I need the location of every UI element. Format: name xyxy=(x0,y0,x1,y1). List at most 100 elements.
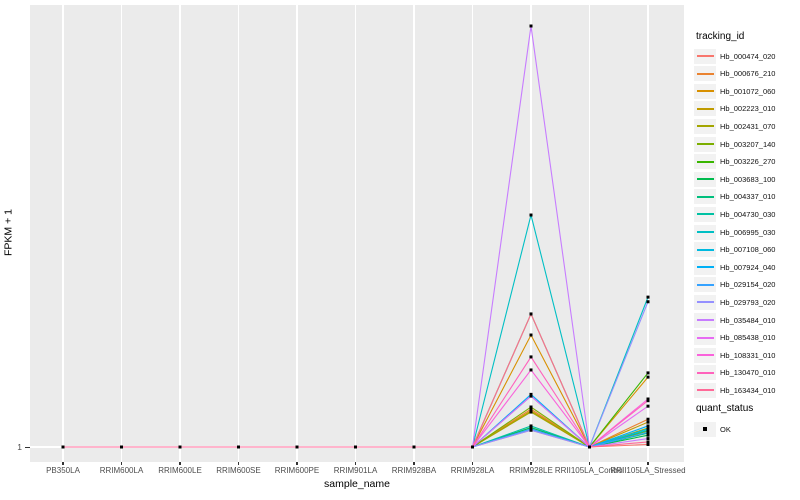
legend-line-swatch xyxy=(696,160,714,163)
data-point xyxy=(529,428,533,432)
legend-line-swatch xyxy=(696,336,714,339)
data-point xyxy=(646,437,650,441)
data-point xyxy=(529,368,533,372)
legend-item-label: Hb_108331_010 xyxy=(720,350,776,360)
legend-key-box xyxy=(694,136,716,152)
legend-item-label: Hb_007108_060 xyxy=(720,245,776,255)
x-axis-tick-mark xyxy=(588,462,591,465)
data-point xyxy=(646,442,650,446)
vertical-gridline xyxy=(120,5,123,462)
legend-line-swatch xyxy=(696,90,714,93)
legend-item-label: Hb_003683_100 xyxy=(720,174,776,184)
legend-key-box xyxy=(694,224,716,240)
series-line-Hb_001072_060 xyxy=(63,333,649,448)
legend-item-Hb_085438_010: Hb_085438_010 xyxy=(694,330,775,346)
legend-item-Hb_004337_010: Hb_004337_010 xyxy=(694,189,775,205)
legend-item-Hb_002223_010: Hb_002223_010 xyxy=(694,101,775,117)
data-point xyxy=(529,24,533,28)
vertical-gridline xyxy=(354,5,357,462)
legend-line-swatch xyxy=(696,143,714,145)
vertical-gridline xyxy=(588,5,591,462)
data-point xyxy=(646,295,650,299)
data-point xyxy=(61,445,65,449)
series-line-Hb_000676_210 xyxy=(63,408,649,448)
legend-line-swatch xyxy=(696,283,714,286)
data-point xyxy=(646,427,650,431)
x-axis-tick-label: RRIM928BA xyxy=(391,466,437,475)
series-line-Hb_006995_030 xyxy=(63,214,649,449)
x-axis-tick-label: RRIM600SE xyxy=(216,466,261,475)
series-line-Hb_003683_100 xyxy=(63,427,649,448)
legend-line-swatch xyxy=(696,248,714,251)
x-axis-tick-label: PB350LA xyxy=(46,466,80,475)
y-axis-tick-mark xyxy=(25,446,30,448)
legend-item-label: OK xyxy=(720,424,731,434)
data-point xyxy=(646,424,650,428)
legend-line-swatch xyxy=(696,231,714,233)
series-line-Hb_130470_010 xyxy=(63,355,649,448)
data-point xyxy=(529,333,533,337)
legend-key-box xyxy=(694,365,716,381)
legend-item-Hb_001072_060: Hb_001072_060 xyxy=(694,83,775,99)
vertical-gridline xyxy=(62,5,64,462)
square-point-icon xyxy=(702,426,708,432)
legend-item-Hb_000474_020: Hb_000474_020 xyxy=(694,48,775,64)
legend-item-Hb_006995_030: Hb_006995_030 xyxy=(694,224,775,240)
data-point xyxy=(529,312,533,316)
legend-item-label: Hb_007924_040 xyxy=(720,262,776,272)
legend-item-label: Hb_003226_270 xyxy=(720,157,776,167)
legend-key-box xyxy=(694,312,716,328)
legend-item-label: Hb_035484_010 xyxy=(720,315,776,325)
legend-line-swatch xyxy=(696,178,714,181)
data-point xyxy=(646,375,650,379)
plot-panel xyxy=(30,5,684,462)
legend-item-Hb_029793_020: Hb_029793_020 xyxy=(694,294,775,310)
x-axis-tick-label: RRIM600LA xyxy=(99,466,144,475)
legend-key-box xyxy=(694,294,716,310)
legend-item-label: Hb_004337_010 xyxy=(720,192,776,202)
legend-item-label: Hb_006995_030 xyxy=(720,227,776,237)
series-line-Hb_029793_020 xyxy=(63,301,649,448)
legend-item-Hb_163434_010: Hb_163434_010 xyxy=(694,382,775,398)
legend-line-swatch xyxy=(696,72,714,75)
data-point xyxy=(588,445,591,449)
series-line-Hb_029154_020 xyxy=(63,428,649,448)
legend-item-Hb_035484_010: Hb_035484_010 xyxy=(694,312,775,328)
vertical-gridline xyxy=(296,5,298,462)
data-point xyxy=(646,417,650,421)
legend-line-swatch xyxy=(696,319,714,321)
series-line-Hb_002431_070 xyxy=(63,411,649,448)
x-axis-tick-mark xyxy=(354,462,357,465)
legend-item-Hb_003226_270: Hb_003226_270 xyxy=(694,154,775,170)
data-point xyxy=(529,407,533,411)
legend-item-label: Hb_029793_020 xyxy=(720,297,776,307)
legend-item-Hb_029154_020: Hb_029154_020 xyxy=(694,277,775,293)
x-axis-tick-mark xyxy=(530,462,532,465)
legend-item-label: Hb_029154_020 xyxy=(720,280,776,290)
legend-key-box xyxy=(694,242,716,258)
x-axis-tick-mark xyxy=(237,462,240,465)
legend-key-box xyxy=(694,66,716,82)
legend-line-swatch xyxy=(696,301,714,304)
x-axis-tick-mark xyxy=(120,462,123,465)
x-axis-tick-label: RRIM928LA xyxy=(450,466,495,475)
data-point xyxy=(646,300,650,304)
legend-item-Hb_007108_060: Hb_007108_060 xyxy=(694,242,775,258)
data-point xyxy=(646,397,650,401)
vertical-gridline xyxy=(471,5,474,462)
legend-title-quant-status: quant_status xyxy=(696,403,754,414)
legend-key-box xyxy=(694,171,716,187)
legend-key-box xyxy=(694,382,716,398)
data-point xyxy=(646,420,650,424)
legend-key-box xyxy=(694,118,716,134)
legend-item-label: Hb_002431_070 xyxy=(720,121,776,131)
legend-item-label: Hb_000474_020 xyxy=(720,51,776,61)
legend-key-box xyxy=(694,421,716,437)
legend-item-Hb_130470_010: Hb_130470_010 xyxy=(694,365,775,381)
data-point xyxy=(354,445,357,449)
legend-key-box xyxy=(694,189,716,205)
legend-item-label: Hb_163434_010 xyxy=(720,385,776,395)
legend-item-label: Hb_000676_210 xyxy=(720,69,776,79)
x-axis-tick-mark xyxy=(296,462,298,465)
